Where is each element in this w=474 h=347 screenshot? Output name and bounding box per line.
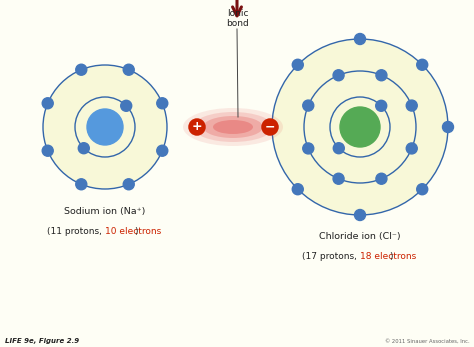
Circle shape bbox=[406, 143, 417, 154]
Circle shape bbox=[76, 179, 87, 190]
Circle shape bbox=[376, 100, 387, 111]
Text: LIFE 9e, Figure 2.9: LIFE 9e, Figure 2.9 bbox=[5, 338, 79, 344]
Text: +: + bbox=[191, 120, 202, 134]
Circle shape bbox=[272, 39, 448, 215]
Circle shape bbox=[76, 64, 87, 75]
Text: 18 electrons: 18 electrons bbox=[360, 252, 416, 261]
Circle shape bbox=[123, 179, 134, 190]
Circle shape bbox=[376, 70, 387, 81]
Circle shape bbox=[78, 143, 89, 154]
Ellipse shape bbox=[193, 112, 273, 142]
Text: 10 electrons: 10 electrons bbox=[105, 227, 161, 236]
Circle shape bbox=[43, 65, 167, 189]
Text: © 2011 Sinauer Associates, Inc.: © 2011 Sinauer Associates, Inc. bbox=[384, 339, 469, 344]
Text: (17 protons,: (17 protons, bbox=[302, 252, 360, 261]
Circle shape bbox=[42, 98, 53, 109]
Circle shape bbox=[292, 184, 303, 195]
Circle shape bbox=[292, 59, 303, 70]
Text: Chloride ion (Cl⁻): Chloride ion (Cl⁻) bbox=[319, 232, 401, 241]
Circle shape bbox=[87, 109, 123, 145]
Circle shape bbox=[417, 59, 428, 70]
Circle shape bbox=[340, 107, 380, 147]
Ellipse shape bbox=[213, 120, 253, 134]
Ellipse shape bbox=[203, 116, 263, 138]
Circle shape bbox=[75, 97, 135, 157]
Circle shape bbox=[121, 100, 132, 111]
Circle shape bbox=[157, 98, 168, 109]
Text: Ionic
bond: Ionic bond bbox=[227, 9, 249, 28]
Circle shape bbox=[333, 143, 344, 154]
Circle shape bbox=[355, 210, 365, 220]
Circle shape bbox=[376, 173, 387, 184]
Circle shape bbox=[266, 121, 277, 133]
Text: ): ) bbox=[135, 227, 138, 236]
Circle shape bbox=[304, 71, 416, 183]
Text: ): ) bbox=[390, 252, 393, 261]
Ellipse shape bbox=[183, 108, 283, 146]
Circle shape bbox=[123, 64, 134, 75]
Circle shape bbox=[443, 121, 454, 133]
Circle shape bbox=[355, 34, 365, 44]
Circle shape bbox=[303, 143, 314, 154]
Circle shape bbox=[417, 184, 428, 195]
Circle shape bbox=[333, 173, 344, 184]
Text: Sodium ion (Na⁺): Sodium ion (Na⁺) bbox=[64, 207, 146, 216]
Circle shape bbox=[406, 100, 417, 111]
Circle shape bbox=[333, 70, 344, 81]
Circle shape bbox=[157, 145, 168, 156]
Circle shape bbox=[303, 100, 314, 111]
Text: (11 protons,: (11 protons, bbox=[47, 227, 105, 236]
Circle shape bbox=[42, 145, 53, 156]
Text: −: − bbox=[265, 120, 275, 134]
Circle shape bbox=[330, 97, 390, 157]
